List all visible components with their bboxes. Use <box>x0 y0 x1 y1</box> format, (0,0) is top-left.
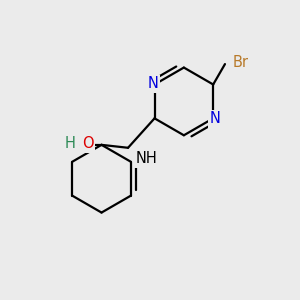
Text: NH: NH <box>135 151 157 166</box>
Text: Br: Br <box>232 55 248 70</box>
Text: H: H <box>65 136 76 152</box>
Text: N: N <box>148 76 158 92</box>
Text: O: O <box>82 136 93 152</box>
Text: N: N <box>209 111 220 126</box>
